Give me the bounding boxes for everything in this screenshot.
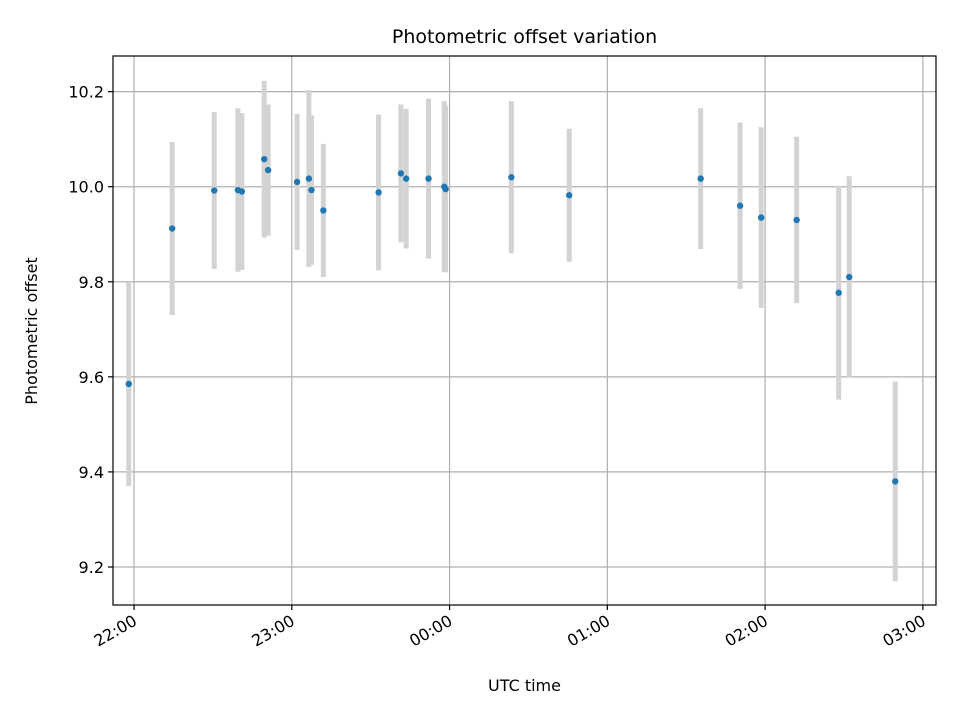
data-point: [402, 175, 410, 182]
data-point: [565, 192, 573, 199]
y-tick-label: 9.4: [79, 463, 104, 482]
data-point: [892, 478, 899, 485]
y-axis-label: Photometric offset: [22, 257, 41, 405]
data-point: [260, 155, 268, 163]
data-point: [697, 175, 704, 182]
data-point: [238, 188, 246, 195]
data-point: [375, 189, 382, 196]
data-point: [168, 225, 176, 232]
data-point: [508, 174, 515, 181]
data-point: [264, 166, 272, 174]
y-tick-label: 9.2: [79, 558, 104, 577]
y-tick-label: 10.2: [68, 83, 104, 102]
y-axis-ticks: 9.2 9.4 9.6 9.8 10.0 10.2: [68, 83, 113, 577]
data-point: [308, 186, 315, 194]
data-point: [293, 178, 301, 186]
data-point: [125, 380, 132, 388]
y-tick-label: 9.8: [79, 273, 104, 292]
chart-title: Photometric offset variation: [392, 26, 657, 48]
data-point: [757, 214, 765, 221]
data-point: [442, 185, 449, 193]
data-points: [125, 155, 899, 485]
data-point: [793, 216, 800, 224]
data-point: [397, 170, 405, 177]
y-tick-label: 10.0: [68, 178, 104, 197]
data-point: [736, 202, 744, 209]
data-point: [425, 175, 432, 182]
data-point: [305, 175, 313, 182]
plot-frame: [112, 55, 937, 606]
data-point: [835, 289, 842, 296]
data-point: [320, 207, 327, 214]
y-tick-label: 9.6: [79, 368, 104, 387]
x-axis-label: UTC time: [488, 676, 561, 695]
data-point: [211, 187, 218, 194]
data-point: [846, 273, 853, 281]
